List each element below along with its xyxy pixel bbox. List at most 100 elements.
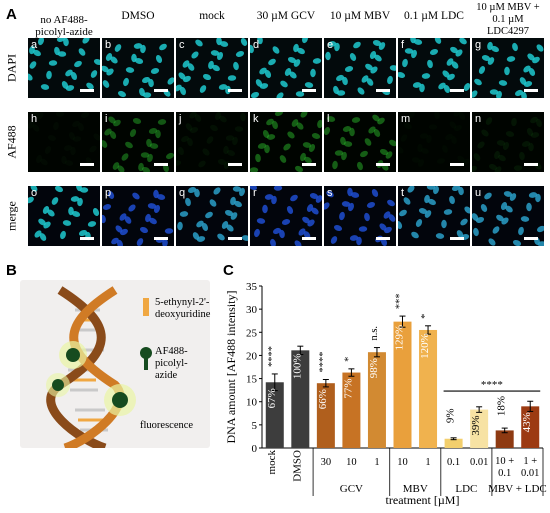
- tile-letter: u: [475, 187, 482, 199]
- tile-letter: s: [327, 187, 333, 199]
- percent-label: 9%: [445, 408, 457, 423]
- scale-bar: [228, 89, 242, 92]
- x-axis-label: treatment [µM]: [386, 493, 460, 507]
- row-label: merge: [4, 186, 20, 246]
- micrograph-tile: h: [28, 112, 100, 172]
- column-label: DMSO: [121, 10, 155, 22]
- column-label: 10 µM MBV + 0.1 µM LDC4297: [476, 2, 540, 37]
- micrograph-tile: i: [102, 112, 174, 172]
- bar: [367, 352, 386, 448]
- bracket-label: ****: [481, 379, 503, 391]
- percent-label: 67%: [266, 388, 278, 408]
- micrograph-tile: f: [398, 38, 470, 98]
- tile-letter: q: [179, 187, 186, 199]
- micrograph-tile: p: [102, 186, 174, 246]
- tile-letter: f: [401, 39, 405, 51]
- bar: [495, 430, 514, 448]
- percent-label: 18%: [496, 396, 508, 416]
- percent-label: 120%: [419, 333, 431, 359]
- bar: [393, 321, 412, 448]
- edu-legend-swatch: [143, 298, 149, 316]
- y-tick-label: 10: [246, 397, 258, 409]
- tile-letter: g: [475, 39, 482, 51]
- x-tick-label: 0.01: [470, 457, 488, 468]
- scale-bar: [154, 163, 168, 166]
- x-tick-label: mock: [266, 450, 278, 475]
- bar-chart: DNA amount [AF488 intensity] 0 5 10 15 20 25 30…: [222, 276, 548, 508]
- panel-b-letter: B: [6, 262, 17, 279]
- percent-label: 100%: [291, 354, 303, 380]
- x-tick-label: 0.1: [447, 457, 460, 468]
- group-label: LDC: [455, 483, 477, 495]
- azide-label: AF488-picolyl-azide: [155, 346, 188, 381]
- percent-label: 66%: [317, 389, 329, 409]
- percent-label: 129%: [394, 325, 406, 351]
- significance-label: ****: [318, 351, 329, 372]
- scale-bar: [376, 89, 390, 92]
- y-tick-label: 25: [246, 327, 258, 339]
- bar: [470, 409, 489, 448]
- column-label: no AF488-picolyl-azide: [35, 14, 93, 38]
- dna-helix-schematic: [46, 286, 152, 453]
- tile-letter: n: [475, 113, 482, 125]
- azide-legend-icon: [140, 347, 152, 359]
- tile-letter: m: [401, 113, 411, 125]
- micrograph-tile: r: [250, 186, 322, 246]
- x-tick-label: 1 +: [523, 456, 537, 467]
- tile-letter: i: [105, 113, 108, 125]
- scale-bar: [524, 89, 538, 92]
- panel-a-letter: A: [6, 6, 17, 23]
- micrograph-tile: q: [176, 186, 248, 246]
- y-tick-label: 15: [246, 374, 258, 386]
- percent-label: 39%: [470, 415, 482, 435]
- tile-letter: b: [105, 39, 112, 51]
- micrograph-tile: e: [324, 38, 396, 98]
- row-label-text: DAPI: [4, 53, 19, 83]
- x-tick-label: 10 +: [495, 456, 514, 467]
- x-tick-label: DMSO: [291, 450, 303, 482]
- group-label: MBV: [403, 483, 428, 495]
- significance-label: ***: [395, 293, 406, 309]
- percent-label: 43%: [521, 412, 533, 432]
- y-tick-label: 5: [252, 420, 258, 432]
- tile-letter: l: [327, 113, 330, 125]
- micrograph-tile: j: [176, 112, 248, 172]
- tile-letter: d: [253, 39, 260, 51]
- scale-bar: [450, 163, 464, 166]
- scale-bar: [80, 89, 94, 92]
- scale-bar: [524, 163, 538, 166]
- micrograph-tile: t: [398, 186, 470, 246]
- micrograph-tile: a: [28, 38, 100, 98]
- x-tick-label: 1: [425, 457, 430, 468]
- scale-bar: [80, 163, 94, 166]
- micrograph-tile: s: [324, 186, 396, 246]
- scale-bar: [154, 237, 168, 240]
- group-label: MBV + LDC: [488, 483, 547, 495]
- micrograph-tile: u: [472, 186, 544, 246]
- scale-bar: [302, 89, 316, 92]
- x-tick-label: 10: [346, 457, 357, 468]
- scale-bar: [376, 163, 390, 166]
- percent-label: 77%: [342, 378, 354, 398]
- y-tick-label: 0: [252, 443, 258, 455]
- column-label: 0.1 µM LDC: [404, 10, 464, 22]
- tile-letter: t: [401, 187, 405, 199]
- x-tick-label: 10: [397, 457, 408, 468]
- x-tick-label: 1: [374, 457, 379, 468]
- tile-letter: a: [31, 39, 38, 51]
- bar: [316, 383, 335, 448]
- y-tick-label: 20: [246, 350, 258, 362]
- y-tick-label: 35: [246, 281, 258, 293]
- bar: [342, 372, 361, 448]
- scale-bar: [228, 163, 242, 166]
- scale-bar: [376, 237, 390, 240]
- row-label: AF488: [4, 112, 20, 172]
- bar: [521, 406, 540, 448]
- tile-letter: e: [327, 39, 334, 51]
- fluorescence-label: fluorescence: [140, 420, 194, 431]
- micrograph-tile: m: [398, 112, 470, 172]
- x-tick-label: 30: [321, 457, 332, 468]
- tile-letter: j: [179, 113, 182, 125]
- tile-letter: p: [105, 187, 112, 199]
- micrograph-tile: k: [250, 112, 322, 172]
